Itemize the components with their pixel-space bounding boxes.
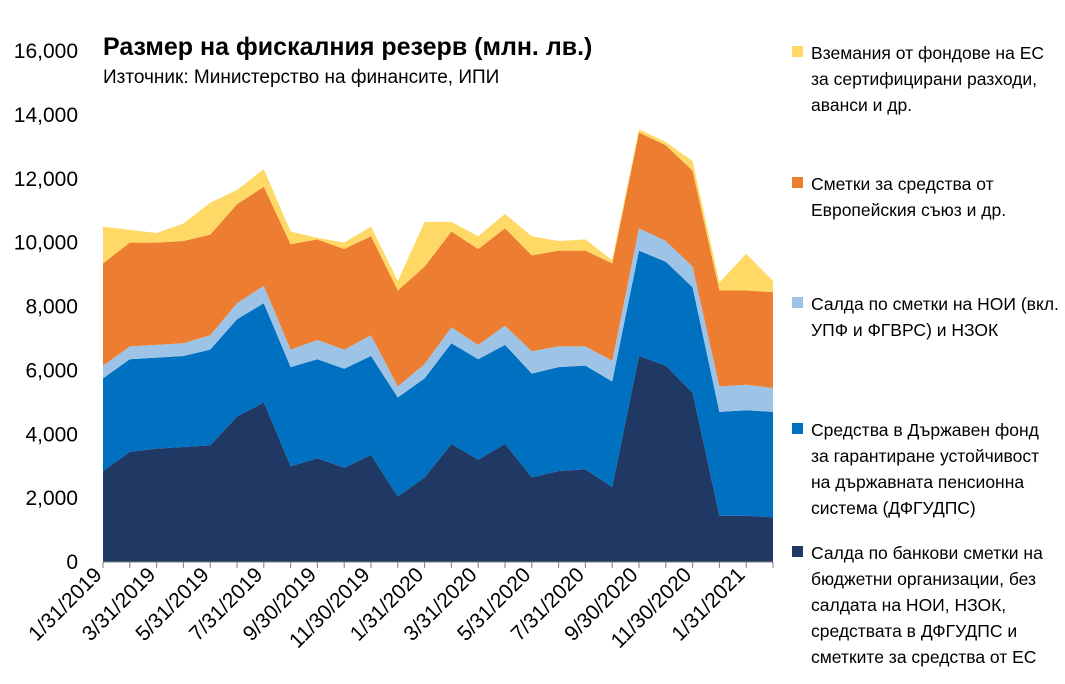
y-tick-label: 2,000 [25,487,78,510]
chart-subtitle: Източник: Министерство на финансите, ИПИ [103,67,499,88]
area-series-3 [103,228,773,412]
y-tick-label: 0 [66,551,78,574]
x-axis-ticks: 1/31/20193/31/20195/31/20197/31/20199/30… [24,562,774,653]
legend-swatch [792,546,803,557]
area-series-2 [103,250,773,518]
legend-swatch [792,177,803,188]
y-tick-label: 4,000 [25,423,78,446]
chart-title: Размер на фискалния резерв (млн. лв.) [103,33,592,61]
area-series-1 [103,356,773,562]
legend-label: Салда по сметки на НОИ (вкл. УПФ и ФГВРС… [811,294,1059,340]
legend-label: Сметки за средства от Европейския съюз и… [811,174,1007,220]
legend-swatch [792,46,803,57]
legend-label: Салда по банкови сметки на бюджетни орга… [811,543,1043,667]
y-tick-label: 12,000 [14,168,78,191]
y-tick-label: 8,000 [25,296,78,319]
y-tick-label: 14,000 [14,104,78,127]
legend-swatch [792,423,803,434]
y-tick-label: 16,000 [14,40,78,63]
y-axis-ticks: 0 2,000 4,000 6,000 8,000 10,000 12,000 14,000 1… [14,40,78,574]
y-tick-label: 6,000 [25,359,78,382]
chart-areas [103,129,773,562]
legend-label: Средства в Държавен фонд за гарантиране … [811,420,1040,518]
legend-label: Вземания от фондове на ЕС за сертифицира… [811,43,1045,115]
legend-swatch [792,297,803,308]
area-series-4 [103,132,773,388]
y-tick-label: 10,000 [14,232,78,255]
